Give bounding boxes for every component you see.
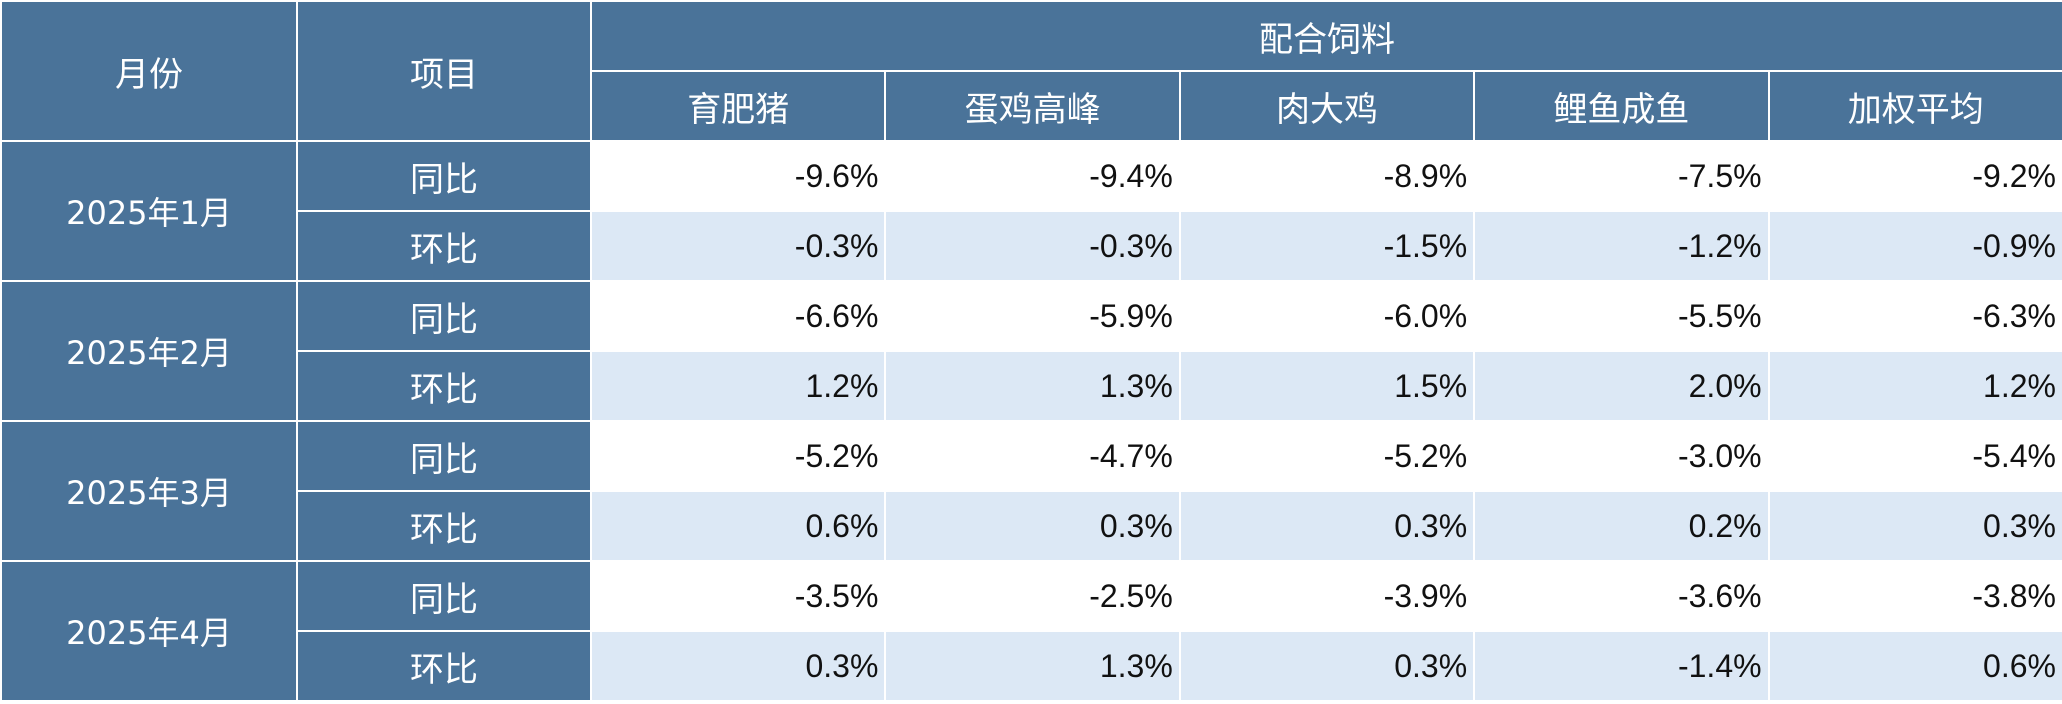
value-cell: -5.2%: [589, 420, 887, 492]
month-cell: 2025年2月: [0, 280, 298, 422]
item-cell: 环比: [296, 210, 592, 282]
table-row: 环比 -0.3% -0.3% -1.5% -1.2% -0.9%: [1, 210, 2062, 282]
item-header: 项目: [296, 0, 592, 142]
value-cell: -1.5%: [1178, 210, 1476, 282]
value-cell: -5.2%: [1178, 420, 1476, 492]
value-cell: -9.6%: [589, 140, 887, 212]
table-body: 2025年1月 同比 -9.6% -9.4% -8.9% -7.5% -9.2%…: [0, 140, 2062, 702]
value-cell: -1.4%: [1473, 630, 1770, 702]
column-header: 鲤鱼成鱼: [1473, 70, 1770, 142]
value-cell: 1.3%: [884, 630, 1181, 702]
table-row: 2025年1月 同比 -9.6% -9.4% -8.9% -7.5% -9.2%: [0, 140, 2062, 282]
value-cell: 0.3%: [1767, 490, 2062, 562]
value-cell: 0.3%: [1178, 490, 1476, 562]
item-cell: 环比: [296, 630, 592, 702]
item-cell: 环比: [296, 490, 592, 562]
value-cell: 1.2%: [589, 350, 887, 422]
item-cell: 同比: [296, 420, 592, 492]
value-cell: -6.0%: [1178, 280, 1476, 352]
value-cell: -0.3%: [589, 210, 887, 282]
value-cell: -6.3%: [1767, 280, 2062, 352]
item-cell: 同比: [296, 560, 592, 632]
month-cell: 2025年3月: [0, 420, 298, 562]
value-cell: -9.4%: [884, 140, 1181, 212]
value-cell: 1.3%: [884, 350, 1181, 422]
value-cell: 0.6%: [1767, 630, 2062, 702]
value-cell: -0.3%: [884, 210, 1181, 282]
value-cell: 1.5%: [1178, 350, 1476, 422]
column-header: 蛋鸡高峰: [884, 70, 1181, 142]
value-cell: 0.6%: [589, 490, 887, 562]
column-header: 加权平均: [1767, 70, 2062, 142]
value-cell: -5.4%: [1767, 420, 2062, 492]
month-header: 月份: [0, 0, 298, 142]
value-cell: 0.3%: [1178, 630, 1476, 702]
item-cell: 同比: [296, 140, 592, 212]
month-cell: 2025年1月: [0, 140, 298, 282]
value-cell: -9.2%: [1767, 140, 2062, 212]
table-row: 环比 0.6% 0.3% 0.3% 0.2% 0.3%: [1, 490, 2062, 562]
column-header: 育肥猪: [589, 70, 887, 142]
value-cell: -3.9%: [1178, 560, 1476, 632]
value-cell: -5.9%: [884, 280, 1181, 352]
value-cell: 0.3%: [589, 630, 887, 702]
value-cell: -4.7%: [884, 420, 1181, 492]
column-header: 肉大鸡: [1178, 70, 1476, 142]
value-cell: -3.5%: [589, 560, 887, 632]
value-cell: -3.0%: [1473, 420, 1770, 492]
value-cell: -7.5%: [1473, 140, 1770, 212]
value-cell: -5.5%: [1473, 280, 1770, 352]
table-header: 月份 项目 配合饲料 育肥猪 蛋鸡高峰 肉大鸡 鲤鱼成鱼 加权平均: [0, 0, 2062, 142]
value-cell: 0.2%: [1473, 490, 1770, 562]
table-row: 2025年4月 同比 -3.5% -2.5% -3.9% -3.6% -3.8%: [0, 560, 2062, 702]
value-cell: -2.5%: [884, 560, 1181, 632]
item-cell: 环比: [296, 350, 592, 422]
value-cell: -6.6%: [589, 280, 887, 352]
table-row: 环比 0.3% 1.3% 0.3% -1.4% 0.6%: [1, 630, 2062, 702]
value-cell: 2.0%: [1473, 350, 1770, 422]
item-cell: 同比: [296, 280, 592, 352]
table-row: 2025年3月 同比 -5.2% -4.7% -5.2% -3.0% -5.4%: [0, 420, 2062, 562]
group-header: 配合饲料: [590, 0, 2062, 72]
value-cell: -8.9%: [1178, 140, 1476, 212]
table-row: 2025年2月 同比 -6.6% -5.9% -6.0% -5.5% -6.3%: [0, 280, 2062, 422]
value-cell: -1.2%: [1473, 210, 1770, 282]
value-cell: 1.2%: [1767, 350, 2062, 422]
value-cell: 0.3%: [884, 490, 1181, 562]
month-cell: 2025年4月: [0, 560, 298, 702]
value-cell: -3.8%: [1767, 560, 2062, 632]
table-row: 环比 1.2% 1.3% 1.5% 2.0% 1.2%: [1, 350, 2062, 422]
value-cell: -0.9%: [1767, 210, 2062, 282]
value-cell: -3.6%: [1473, 560, 1770, 632]
